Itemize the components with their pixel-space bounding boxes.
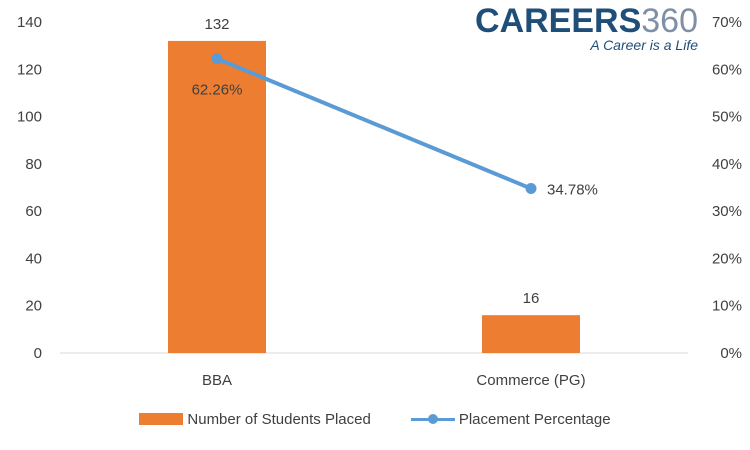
- left-axis-ticks: 0 20 40 60 80 100 120 140: [17, 14, 42, 362]
- right-tick-label: 20%: [712, 250, 742, 267]
- left-tick-label: 0: [34, 345, 42, 362]
- category-label: BBA: [202, 372, 232, 389]
- category-label: Commerce (PG): [476, 372, 585, 389]
- line-data-label: 62.26%: [192, 82, 243, 99]
- logo-wordmark: CAREERS360: [475, 2, 698, 40]
- bar-data-label: 132: [204, 16, 229, 33]
- careers360-logo: CAREERS360 A Career is a Life: [475, 2, 698, 52]
- left-tick-label: 100: [17, 109, 42, 126]
- legend-swatch-bar: [139, 413, 184, 425]
- right-tick-label: 0%: [720, 345, 742, 362]
- line-point: [211, 53, 223, 65]
- right-tick-label: 70%: [712, 14, 742, 31]
- right-tick-label: 30%: [712, 203, 742, 220]
- legend-item-bar: Number of Students Placed: [139, 410, 371, 428]
- legend-label-bar: Number of Students Placed: [187, 410, 371, 428]
- right-tick-label: 40%: [712, 156, 742, 173]
- data-labels: 132 16 62.26% 34.78%: [192, 16, 598, 307]
- bar: [482, 315, 580, 353]
- line-point: [525, 183, 537, 195]
- series-line: [215, 56, 533, 191]
- bar-data-label: 16: [523, 290, 540, 307]
- bar: [168, 40, 266, 354]
- legend: Number of Students Placed Placement Perc…: [0, 404, 750, 434]
- left-tick-label: 140: [17, 14, 42, 31]
- right-tick-label: 10%: [712, 298, 742, 315]
- bar-series: [168, 40, 580, 354]
- left-tick-label: 40: [25, 250, 42, 267]
- right-tick-label: 60%: [712, 61, 742, 78]
- legend-label-line: Placement Percentage: [458, 410, 611, 428]
- right-tick-label: 50%: [712, 109, 742, 126]
- logo-tagline: A Career is a Life: [590, 37, 698, 53]
- legend-swatch-line: [410, 412, 455, 426]
- left-tick-label: 120: [17, 61, 42, 78]
- legend-item-line: Placement Percentage: [410, 410, 611, 428]
- logo-number: 360: [641, 2, 698, 40]
- chart-area: 0 20 40 60 80 100 120 140 0% 10% 20% 30% 40% 50% 60% 7…: [17, 14, 742, 389]
- right-axis-ticks: 0% 10% 20% 30% 40% 50% 60% 70%: [712, 14, 742, 362]
- line-data-label: 34.78%: [547, 182, 598, 199]
- line-series: [211, 53, 537, 195]
- logo-brand: CAREERS: [475, 2, 642, 40]
- left-tick-label: 20: [25, 298, 42, 315]
- left-tick-label: 80: [25, 156, 42, 173]
- category-labels: BBA Commerce (PG): [202, 372, 586, 389]
- left-tick-label: 60: [25, 203, 42, 220]
